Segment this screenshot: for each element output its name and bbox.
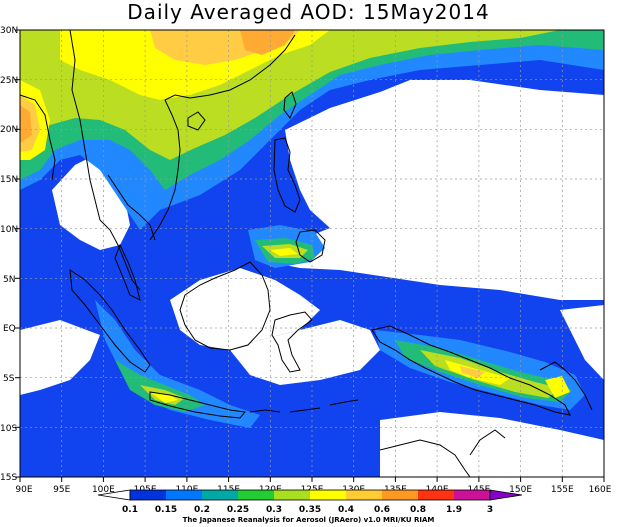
colorbar-tick-label: 3 bbox=[487, 505, 493, 515]
coast-hainan bbox=[187, 111, 206, 131]
coast-luzon bbox=[273, 137, 301, 213]
aod-l7-china bbox=[240, 30, 295, 55]
colorbar-segment bbox=[346, 490, 382, 500]
y-label: 10N bbox=[0, 225, 18, 235]
aod-field bbox=[20, 30, 604, 477]
y-label: 10S bbox=[0, 424, 17, 434]
low-aod-indian-ocean bbox=[20, 320, 100, 395]
colorbar-segment bbox=[382, 490, 418, 500]
tick-marks bbox=[15, 29, 605, 482]
coast-indochina bbox=[99, 34, 296, 291]
colorbar-segment bbox=[418, 490, 454, 500]
y-label: 30N bbox=[0, 26, 18, 36]
y-axis-labels: 30N 25N 20N 15N 10N 5N EQ 5S 10S 15S bbox=[0, 26, 18, 483]
coast-mindanao bbox=[295, 229, 326, 263]
colorbar-segment bbox=[202, 490, 238, 500]
coast-newguinea bbox=[371, 325, 571, 416]
low-aod-borneo bbox=[170, 268, 320, 350]
grid-lines bbox=[20, 30, 604, 477]
colorbar-tick-label: 0.35 bbox=[299, 505, 321, 515]
coast-java bbox=[149, 391, 246, 419]
aod-l5-newguinea-east bbox=[545, 376, 570, 398]
coast-sumatra bbox=[69, 268, 151, 373]
low-aod-sulawesi bbox=[230, 320, 380, 385]
x-label: 100E bbox=[92, 485, 115, 495]
low-aod-arafura bbox=[380, 412, 604, 477]
colorbar-tick-label: 0.25 bbox=[227, 505, 249, 515]
colorbar-segment bbox=[166, 490, 202, 500]
colorbar-tick-label: 0.3 bbox=[266, 505, 282, 515]
colorbar-tick-label: 1.9 bbox=[446, 505, 462, 515]
coast-bismarck bbox=[539, 361, 593, 411]
colorbar-tick-label: 0.6 bbox=[374, 505, 390, 515]
colorbar-tick-label: 0.1 bbox=[122, 505, 138, 515]
x-label: 95E bbox=[53, 485, 70, 495]
colorbar-tick-label: 0.4 bbox=[338, 505, 354, 515]
y-label: 20N bbox=[0, 125, 18, 135]
y-label: 25N bbox=[0, 76, 18, 86]
coast-borneo bbox=[179, 261, 271, 351]
low-aod-regions bbox=[20, 80, 604, 477]
colorbar: 0.1 0.15 0.2 0.25 0.3 0.35 0.4 0.6 0.8 1… bbox=[97, 489, 523, 515]
credit-line: The Japanese Reanalysis for Aerosol (JRA… bbox=[182, 516, 435, 524]
coast-australia bbox=[379, 429, 506, 478]
coast-lesser-sunda bbox=[249, 399, 359, 413]
y-label: 5S bbox=[3, 374, 15, 384]
low-aod-pacific bbox=[255, 80, 604, 300]
aod-l5-philippines bbox=[270, 248, 298, 256]
aod-l5-java bbox=[150, 392, 178, 403]
y-label: 15S bbox=[0, 473, 17, 483]
map-title: Daily Averaged AOD: 15May2014 bbox=[127, 0, 490, 24]
colorbar-segment bbox=[454, 490, 490, 500]
colorbar-segment bbox=[310, 490, 346, 500]
y-label: 5N bbox=[3, 275, 15, 285]
low-aod-east-pacific bbox=[560, 305, 604, 380]
coast-malay bbox=[114, 243, 141, 301]
colorbar-tick-label: 0.2 bbox=[194, 505, 210, 515]
x-label: 155E bbox=[551, 485, 574, 495]
coast-india-myanmar bbox=[19, 29, 101, 221]
coast-taiwan bbox=[283, 91, 297, 119]
colorbar-segment bbox=[130, 490, 166, 500]
colorbar-segment bbox=[238, 490, 274, 500]
colorbar-segment bbox=[274, 490, 310, 500]
y-label: 15N bbox=[0, 175, 18, 185]
x-label: 150E bbox=[509, 485, 532, 495]
aod-l7-india bbox=[20, 105, 32, 142]
colorbar-tick-label: 0.8 bbox=[410, 505, 426, 515]
aod-level-7 bbox=[20, 30, 295, 142]
coast-gulf-thailand bbox=[107, 174, 156, 241]
coastlines bbox=[19, 29, 593, 478]
x-label: 160E bbox=[589, 485, 612, 495]
coast-sulawesi bbox=[271, 311, 313, 373]
y-label: EQ bbox=[3, 324, 16, 334]
x-label: 90E bbox=[15, 485, 32, 495]
colorbar-tick-label: 0.15 bbox=[155, 505, 177, 515]
